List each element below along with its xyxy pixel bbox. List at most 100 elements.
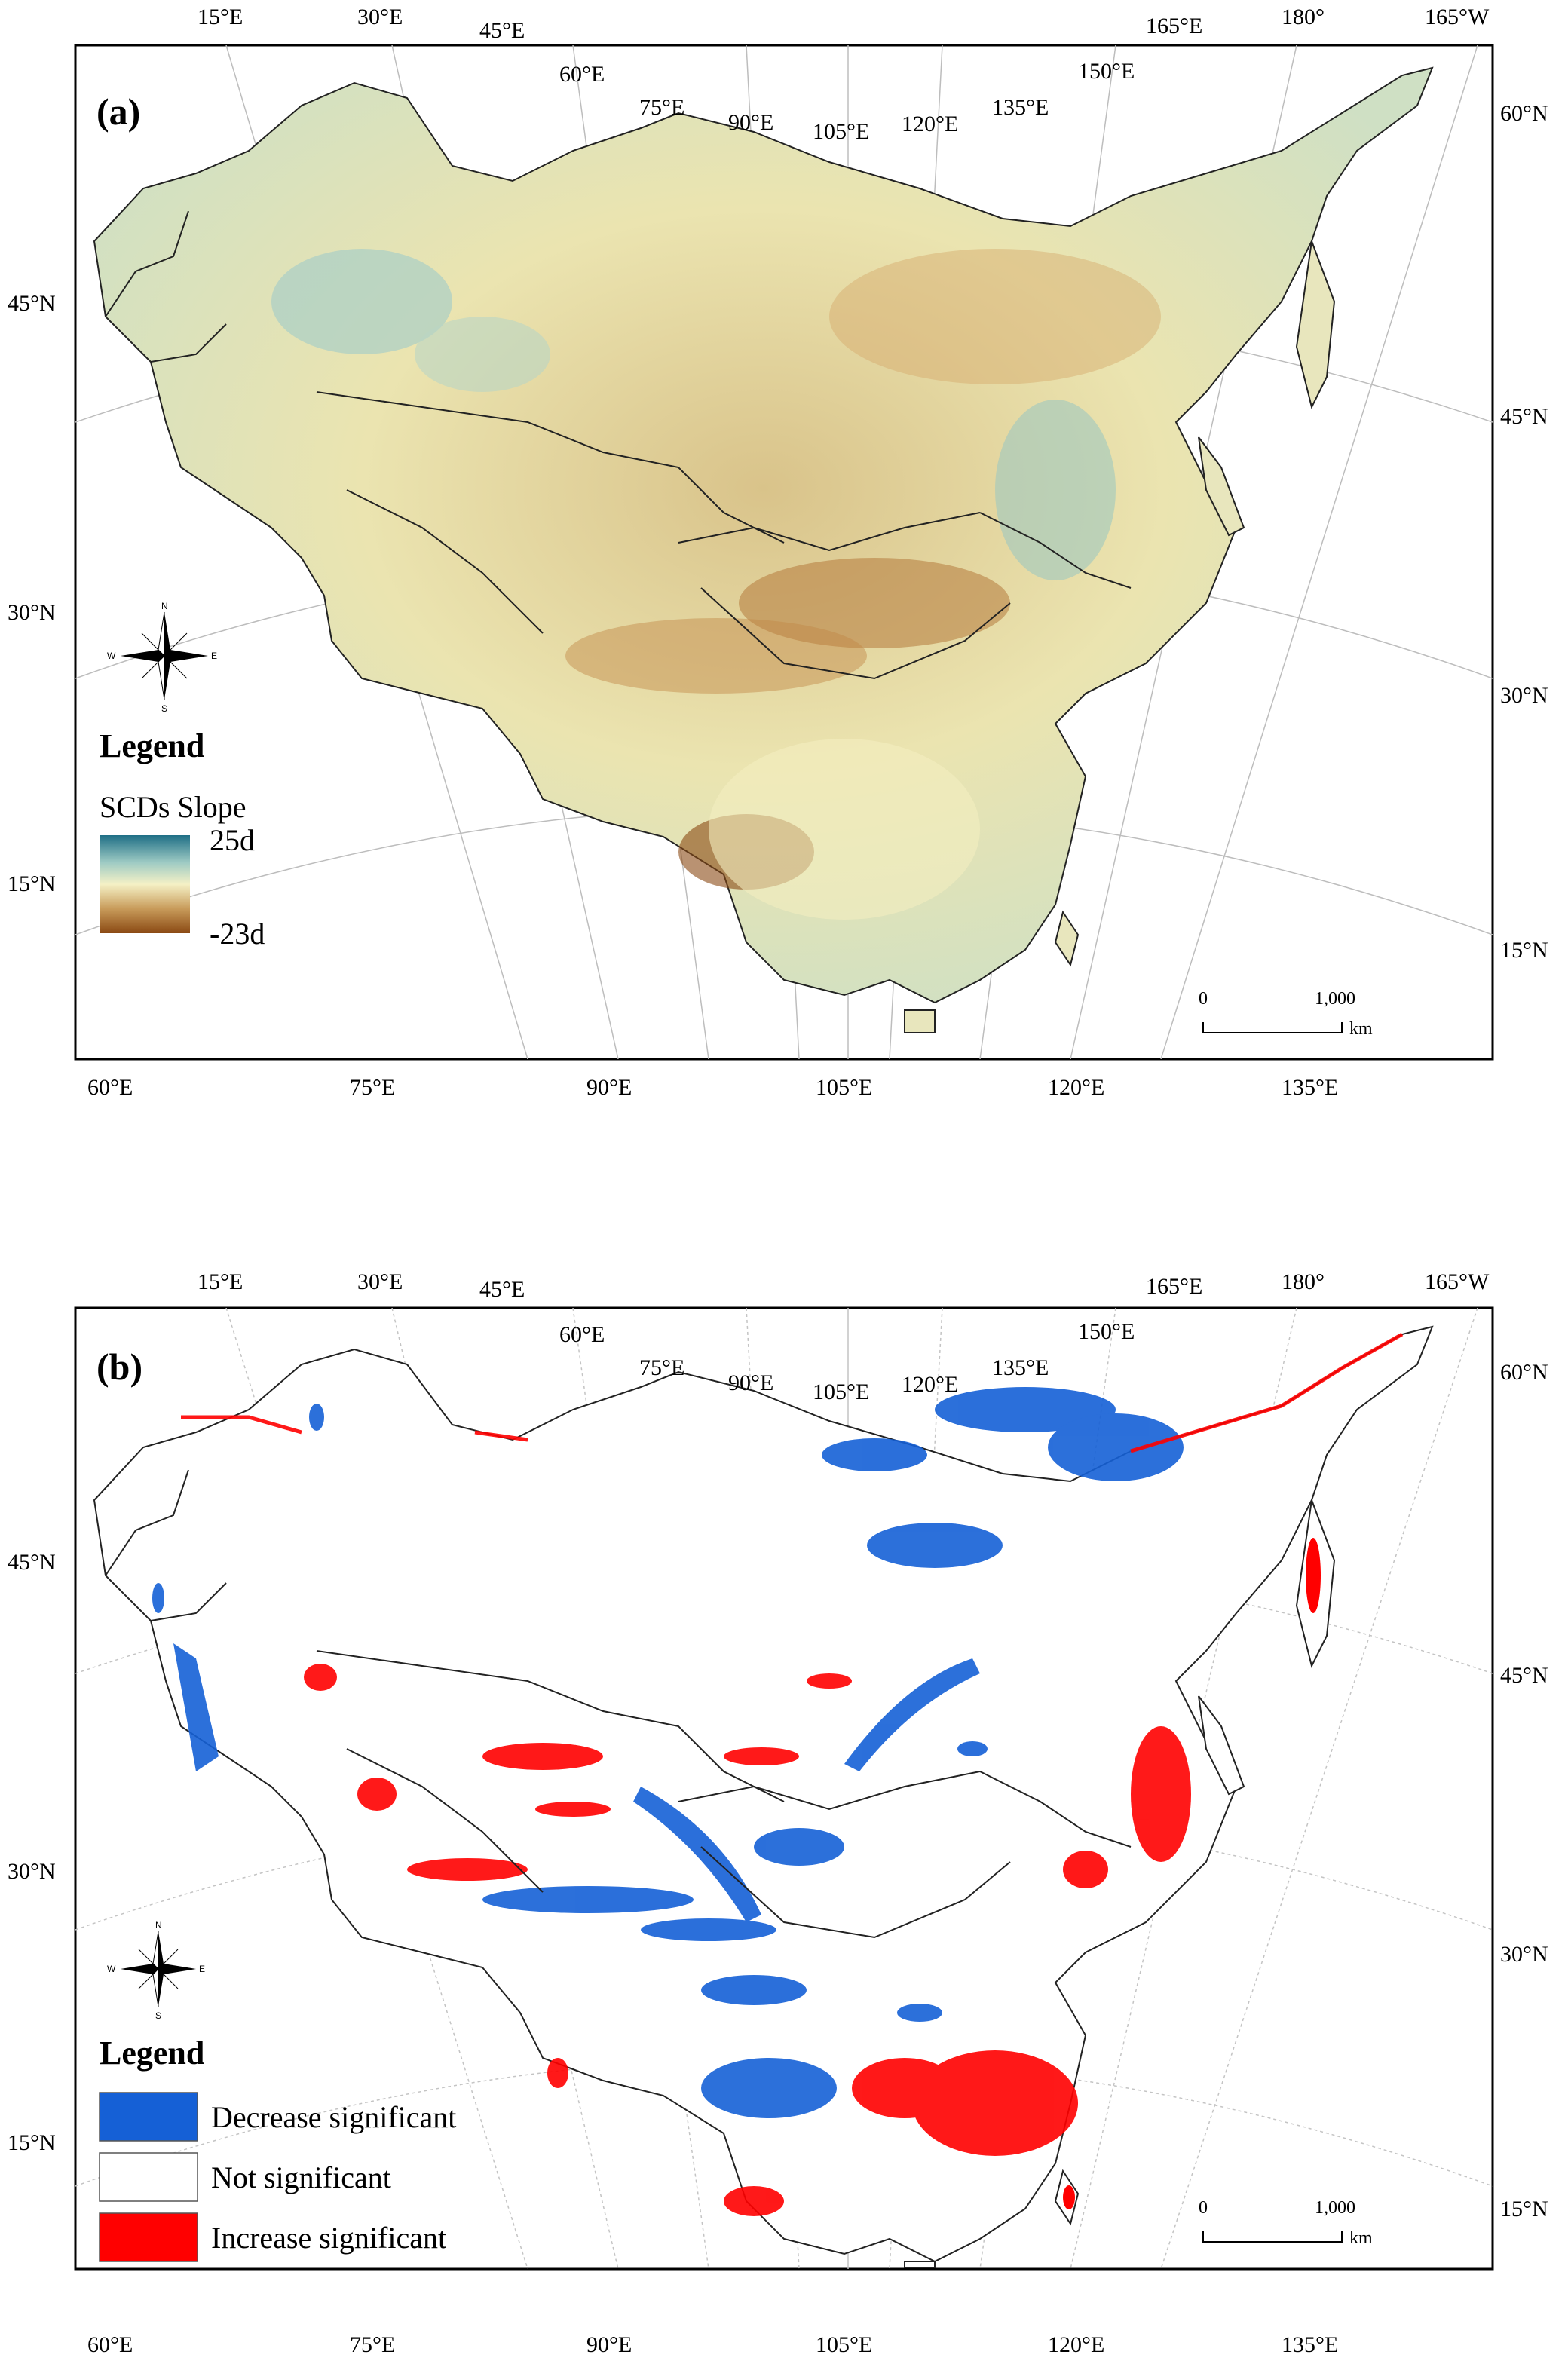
legend-item-decrease: Decrease significant [211,2100,456,2134]
top-label: 15°E [198,1269,243,1294]
panel-b-borders [105,1469,1132,1939]
panel-a-left-labels: 45°N 30°N 15°N [8,291,56,896]
bottom-label: 105°E [816,2332,872,2357]
panel-b-legend: Legend Decrease significant Not signific… [99,2035,456,2262]
top-label: 60°E [559,62,605,87]
panel-b-top-labels: 15°E 30°E 45°E 60°E 75°E 90°E 105°E 120°… [198,1269,1490,1404]
legend-title: Legend [100,2035,204,2072]
legend-item-increase: Increase significant [211,2221,446,2255]
top-label: 135°E [992,1355,1049,1380]
compass-e: E [199,1964,205,1974]
bottom-label: 120°E [1048,2332,1104,2357]
bottom-label: 135°E [1282,2332,1338,2357]
legend-subtitle: SCDs Slope [100,790,247,824]
legend-gradient-bar [100,835,190,933]
compass-s: S [155,2010,161,2021]
panel-a-top-labels: 15°E 30°E 45°E 60°E 75°E 90°E 105°E 120°… [198,5,1490,144]
left-label: 45°N [8,1550,56,1575]
panel-a-borders [105,210,1132,680]
bottom-label: 120°E [1048,1075,1104,1100]
top-label: 75°E [639,1355,684,1380]
right-label: 60°N [1500,1360,1548,1385]
legend-title: Legend [100,727,204,764]
top-label: 120°E [902,112,958,136]
top-label: 165°W [1425,1269,1490,1294]
panel-a-legend: Legend SCDs Slope 25d -23d [100,727,265,951]
panel-b-letter: (b) [96,1346,142,1388]
bottom-label: 75°E [350,1075,395,1100]
left-label: 30°N [8,600,56,625]
panel-a-letter: (a) [96,90,140,133]
top-label: 30°E [357,5,403,29]
compass-w: W [107,1964,116,1974]
right-label: 45°N [1500,1663,1548,1688]
compass-e: E [211,651,217,661]
right-label: 45°N [1500,404,1548,429]
top-label: 105°E [813,1379,869,1404]
top-label: 165°W [1425,5,1490,29]
top-label: 75°E [639,95,684,120]
scale-zero: 0 [1199,989,1208,1009]
top-label: 135°E [992,95,1049,120]
compass-rose-icon: N S E W [107,1920,205,2021]
bottom-label: 105°E [816,1075,872,1100]
legend-item-not-significant: Not significant [211,2160,391,2194]
legend-min-label: -23d [210,917,265,951]
right-label: 15°N [1500,2197,1548,2222]
scale-unit: km [1349,1019,1373,1039]
top-label: 150°E [1078,1319,1135,1344]
legend-swatch-decrease [99,2092,198,2142]
panel-a-right-labels: 60°N 45°N 30°N 15°N [1500,101,1548,963]
bottom-label: 60°E [87,2332,133,2357]
panel-b-island-red [1063,1538,1321,2209]
top-label: 45°E [479,18,525,43]
bottom-label: 60°E [87,1075,133,1100]
right-label: 30°N [1500,1942,1548,1967]
compass-n: N [161,601,168,611]
panel-a: (a) 15°E 30°E 45°E 60°E 75°E 90°E 105°E … [8,5,1548,1100]
top-label: 90°E [728,1370,773,1395]
compass-w: W [107,651,116,661]
compass-rose-icon: N S E W [107,601,217,714]
bottom-label: 90°E [586,1075,632,1100]
top-label: 180° [1282,1269,1325,1294]
top-label: 165°E [1146,14,1202,38]
top-label: 165°E [1146,1274,1202,1299]
legend-max-label: 25d [210,823,255,857]
top-label: 60°E [559,1322,605,1347]
bottom-label: 90°E [586,2332,632,2357]
panel-b-right-labels: 60°N 45°N 30°N 15°N [1500,1360,1548,2222]
top-label: 180° [1282,5,1325,29]
top-label: 30°E [357,1269,403,1294]
legend-swatch-not-significant [99,2152,198,2202]
left-label: 45°N [8,291,56,316]
top-label: 90°E [728,110,773,135]
top-label: 105°E [813,119,869,144]
right-label: 30°N [1500,683,1548,708]
top-label: 150°E [1078,59,1135,84]
panel-a-bottom-labels: 60°E 75°E 90°E 105°E 120°E 135°E [87,1075,1338,1100]
top-label: 45°E [479,1277,525,1302]
bottom-label: 135°E [1282,1075,1338,1100]
scale-zero: 0 [1199,2198,1208,2218]
scale-unit: km [1349,2228,1373,2248]
left-label: 15°N [8,871,56,896]
panel-b-left-labels: 45°N 30°N 15°N [8,1550,56,2155]
left-label: 30°N [8,1859,56,1884]
top-label: 120°E [902,1372,958,1397]
right-label: 60°N [1500,101,1548,126]
panel-a-islands [904,240,1336,1033]
compass-n: N [155,1920,162,1931]
right-label: 15°N [1500,938,1548,963]
legend-swatch-increase [99,2212,198,2262]
compass-s: S [161,703,167,714]
scale-value: 1,000 [1315,989,1355,1009]
top-label: 15°E [198,5,243,29]
scale-value: 1,000 [1315,2198,1355,2218]
panel-b-scale-bar: 0 1,000 km [1199,2198,1373,2248]
panel-b: (b) 15°E 30°E 45°E 60°E 75°E 90°E 105°E … [8,1269,1548,2357]
panel-a-scale-bar: 0 1,000 km [1199,989,1373,1039]
bottom-label: 75°E [350,2332,395,2357]
left-label: 15°N [8,2130,56,2155]
